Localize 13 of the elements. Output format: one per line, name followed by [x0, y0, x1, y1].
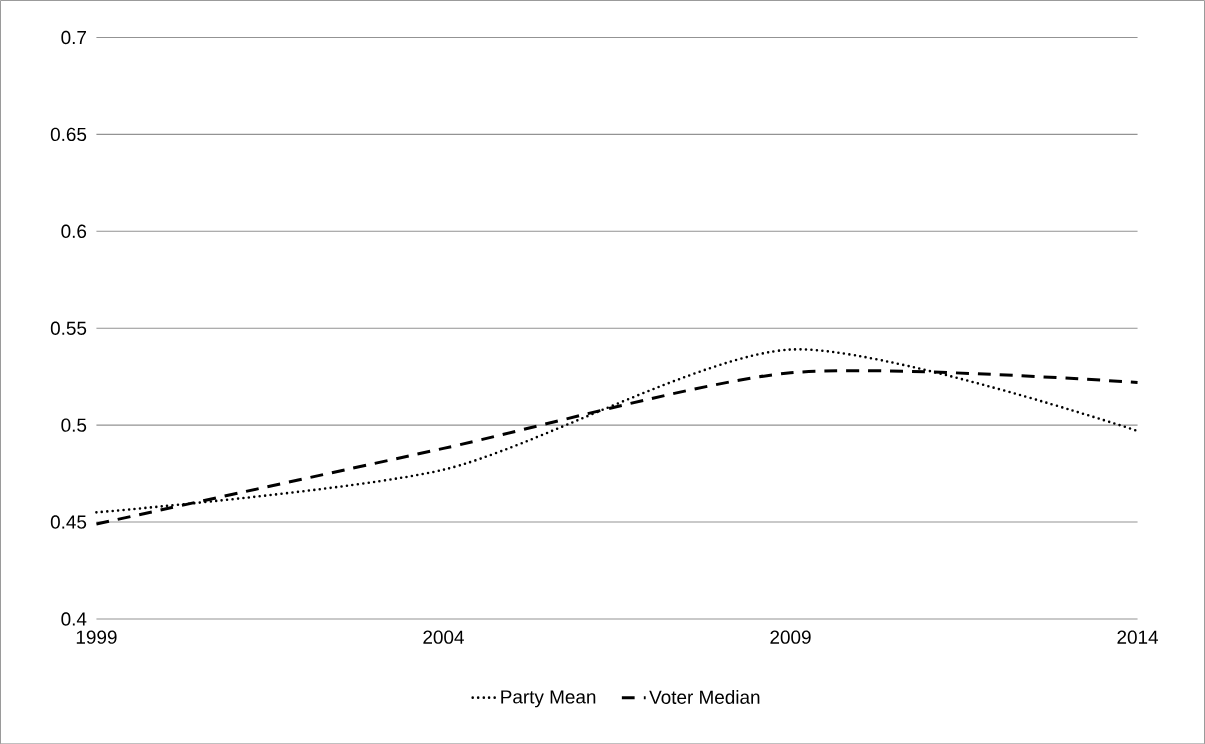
y-tick-label: 0.4 — [61, 612, 87, 626]
y-tick-label: 0.6 — [61, 224, 87, 238]
x-tick-label: 2009 — [770, 630, 811, 644]
y-tick-label: 0.45 — [50, 515, 87, 529]
x-tick-label: 1999 — [76, 630, 117, 644]
y-tick-label: 0.7 — [61, 30, 86, 44]
x-tick-label: 2004 — [423, 630, 464, 644]
y-tick-label: 0.55 — [50, 321, 87, 335]
x-tick-label: 2014 — [1117, 630, 1159, 644]
y-tick-label: 0.65 — [50, 127, 87, 141]
legend-label: Voter Median — [649, 689, 760, 704]
legend-label: Party Mean — [501, 690, 596, 708]
y-tick-label: 0.5 — [61, 418, 87, 432]
